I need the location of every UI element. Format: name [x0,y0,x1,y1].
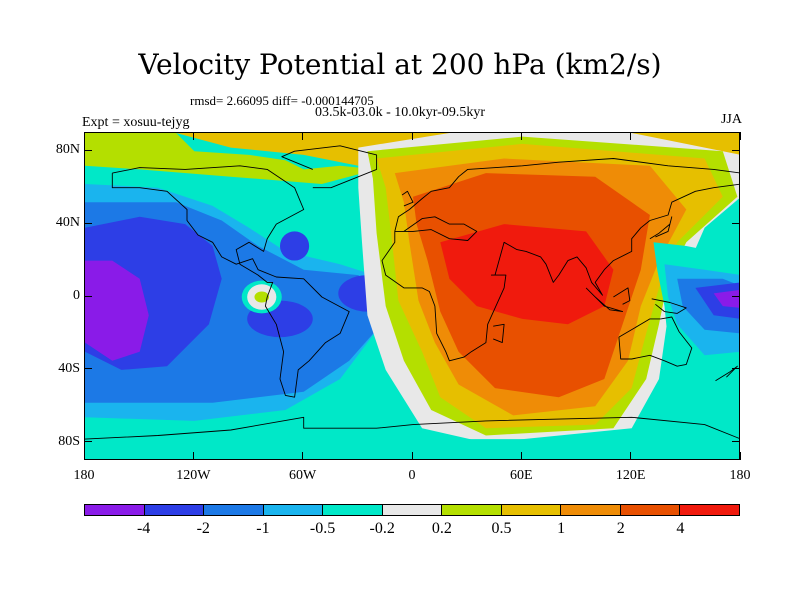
colorbar-label: 0.2 [431,520,452,537]
coastline-0 [111,165,350,398]
lat-tick-mark [84,149,92,151]
lat-tick-mark-right [732,295,740,297]
season-label: JJA [720,112,742,127]
coastline-5 [493,323,505,344]
lon-tick-mark-top [302,132,304,140]
lat-tick-label: 40S [58,360,80,376]
lon-tick-mark-top [192,132,194,140]
coastline-6 [401,190,414,207]
contour-minus-4-pacific [85,260,149,361]
colorbar-box [382,505,443,515]
lon-tick-mark [302,452,304,460]
lon-tick-mark [630,452,632,460]
colorbar-box [323,505,383,515]
colorbar-box [501,505,562,515]
chart-title: Velocity Potential at 200 hPa (km2/s) [138,48,662,81]
colorbar-box [85,505,145,515]
chart-subtitle: 03.5k-03.0k - 10.0kyr-09.5kyr [314,105,486,120]
colorbar-box [561,505,621,515]
lon-tick-label: 180 [729,468,751,483]
colorbar-box [263,505,324,515]
coastline-8 [585,287,624,313]
lat-tick-mark-right [732,222,740,224]
coastline-12 [85,416,739,440]
lon-tick-mark-top [83,132,85,140]
colorbar [84,504,740,516]
lon-tick-mark [520,452,522,460]
lon-tick-label: 120W [176,468,211,483]
lon-tick-mark [192,452,194,460]
map-plot-area [84,132,740,460]
colorbar-label: -4 [136,520,151,537]
lon-tick-label: 120E [615,468,646,483]
contour-plus-0-5-arctic [85,133,377,184]
lat-tick-label: 40N [55,215,80,231]
contour-antarctic [85,439,739,459]
contour-minus-2-caribbean [279,231,310,261]
colorbar-label: -2 [196,520,210,537]
lat-tick-mark [84,441,92,443]
lat-tick-mark-right [732,368,740,370]
lon-tick-mark [83,452,85,460]
lon-tick-label: 0 [408,468,416,483]
colorbar-label: -1 [256,520,270,537]
lon-tick-label: 60E [510,468,533,483]
colorbar-label: -0.2 [369,520,395,537]
colorbar-label: 1 [557,520,566,537]
colorbar-label: 4 [676,520,685,537]
coastline-4 [618,316,693,367]
colorbar-label: 0.5 [491,520,512,537]
lon-tick-mark-top [520,132,522,140]
lat-tick-label: 80S [58,433,80,449]
lon-tick-mark-top [739,132,741,140]
coastline-1 [281,145,378,189]
colorbar-box [680,505,740,515]
colorbar-box [204,505,264,515]
coastline-9 [613,287,631,305]
lat-tick-mark [84,222,92,224]
colorbar-box [620,505,681,515]
lon-tick-mark-top [630,132,632,140]
coastline-10 [651,298,687,314]
contour-plus-peak [440,224,614,325]
contour-pos-core [254,291,270,303]
lat-tick-label: 0 [73,288,80,303]
lat-tick-mark [84,368,92,370]
lat-tick-label: 80N [55,142,80,158]
lon-tick-label: 60W [289,468,317,483]
colorbar-label: 2 [616,520,625,537]
coastline-7 [649,216,673,240]
lat-tick-mark [84,295,92,297]
lon-tick-label: 180 [73,468,95,483]
lat-tick-mark-right [732,149,740,151]
lon-tick-mark [411,452,413,460]
contour-minus-4-wpac [713,289,739,308]
colorbar-box [442,505,502,515]
experiment-label: Expt = xosuu-tejyg [82,115,190,130]
statistics-label: rmsd= 2.66095 diff= -0.000144705 [190,93,374,108]
coastline-2 [381,158,739,362]
colorbar-box [144,505,205,515]
lon-tick-mark [739,452,741,460]
lat-tick-mark-right [732,441,740,443]
lon-tick-mark-top [411,132,413,140]
colorbar-label: -0.5 [309,520,336,537]
coastline-3 [394,216,478,241]
map-canvas [85,133,739,459]
